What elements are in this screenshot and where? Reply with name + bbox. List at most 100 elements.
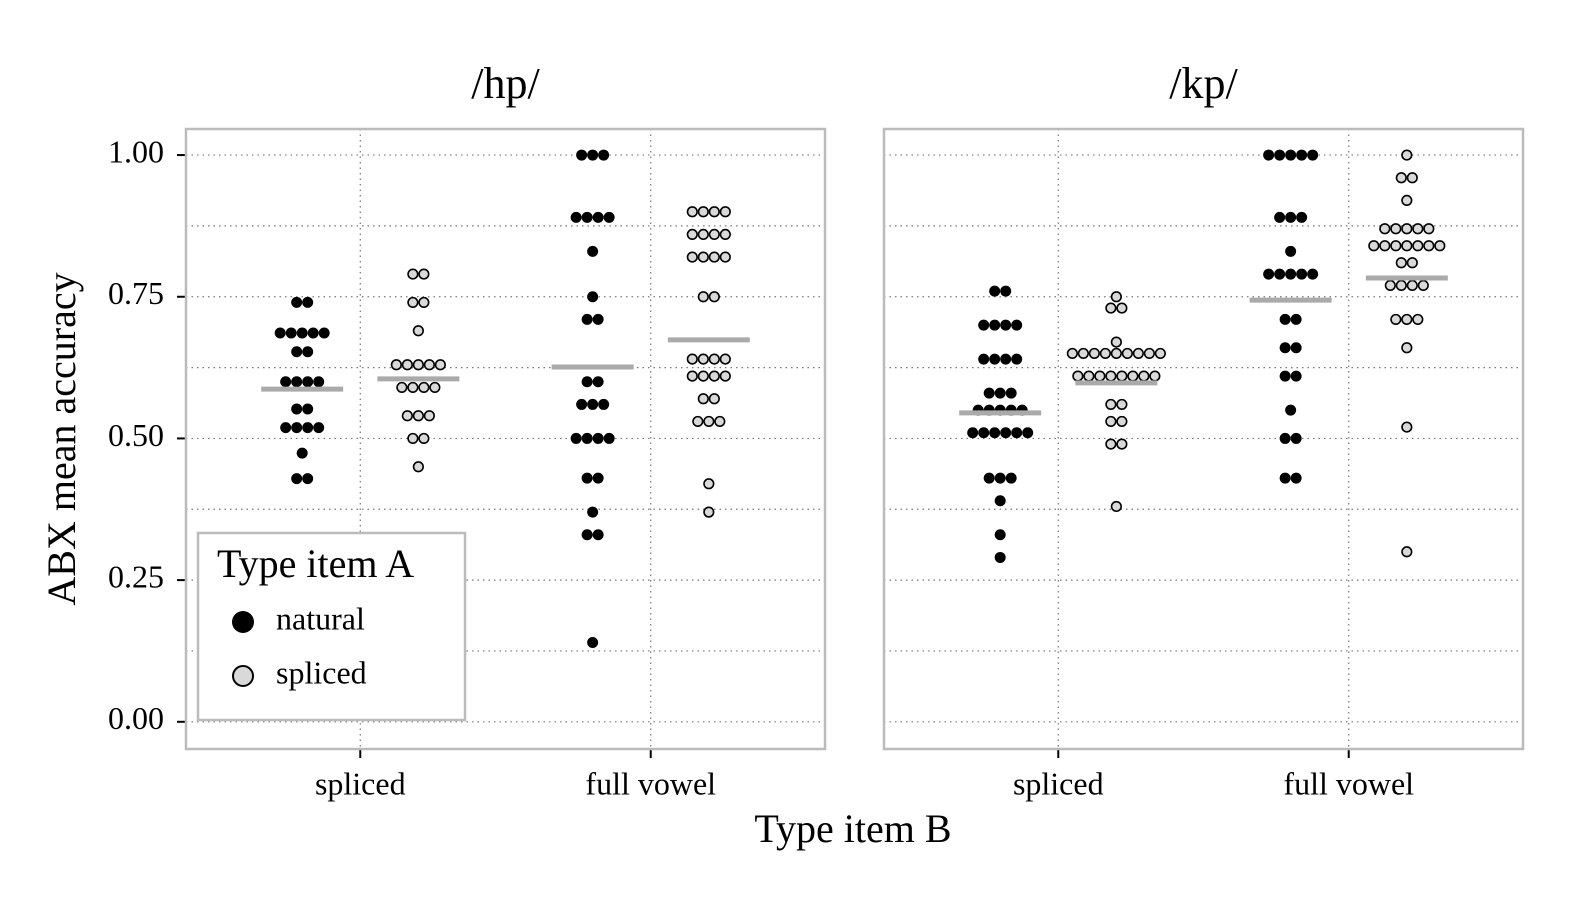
dot <box>1011 319 1023 331</box>
dot <box>407 381 419 394</box>
dot <box>603 211 615 223</box>
dot <box>1000 319 1012 331</box>
dot <box>407 432 419 445</box>
dot <box>719 228 731 241</box>
dot <box>686 353 698 365</box>
dot <box>1290 472 1302 484</box>
dot <box>1384 279 1396 292</box>
dot <box>587 398 599 410</box>
legend-symbol <box>232 665 254 687</box>
dot <box>697 206 709 218</box>
dot <box>302 403 314 415</box>
dot <box>313 422 325 434</box>
dot <box>291 346 303 358</box>
dot <box>412 325 424 337</box>
dot <box>1285 245 1297 257</box>
dot <box>1401 223 1413 235</box>
dot <box>708 353 720 365</box>
dot <box>592 432 604 444</box>
dot <box>592 211 604 223</box>
dot <box>1274 268 1286 280</box>
dot <box>302 346 314 358</box>
dot <box>1406 257 1418 269</box>
dot <box>1423 240 1435 252</box>
dot <box>291 403 303 415</box>
dot <box>1154 347 1166 360</box>
dot <box>1379 223 1391 235</box>
dot <box>1149 370 1161 382</box>
dot <box>1105 302 1117 314</box>
dot <box>302 376 314 388</box>
dot <box>719 370 731 382</box>
dot <box>697 393 709 405</box>
dot <box>581 313 593 325</box>
dot <box>978 427 990 439</box>
legend-title: Type item A <box>217 541 414 586</box>
dot <box>686 228 698 241</box>
dot <box>994 387 1006 399</box>
dot <box>1406 279 1418 292</box>
dot <box>581 529 593 541</box>
dot <box>1390 313 1402 326</box>
dot <box>983 472 995 484</box>
dot <box>1296 211 1308 223</box>
dot <box>1116 438 1128 450</box>
dot <box>1279 370 1291 382</box>
dot <box>697 353 709 365</box>
dot <box>412 410 424 422</box>
dot <box>1094 370 1106 382</box>
dot <box>697 251 709 263</box>
dot <box>1127 370 1139 382</box>
dot <box>708 251 720 263</box>
dot <box>708 393 720 405</box>
dot <box>708 228 720 241</box>
dot <box>697 291 709 303</box>
dot <box>390 359 402 371</box>
dot <box>423 359 435 371</box>
dot <box>434 359 446 371</box>
x-axis-label: Type item B <box>754 806 951 851</box>
dot <box>994 472 1006 484</box>
dot <box>1110 347 1122 360</box>
x-tick-label: full vowel <box>1283 765 1414 801</box>
dot <box>1011 427 1023 439</box>
y-tick-label: 0.50 <box>108 417 164 453</box>
dot <box>1412 240 1424 252</box>
dot <box>692 415 704 428</box>
dot <box>1401 546 1413 558</box>
dot <box>1132 347 1144 360</box>
dot <box>429 381 441 394</box>
panel-title: /kp/ <box>1169 59 1238 108</box>
dot <box>1395 172 1407 184</box>
dot <box>570 432 582 444</box>
y-tick-label: 0.25 <box>108 558 164 594</box>
dot <box>1077 347 1089 360</box>
dot <box>1401 421 1413 433</box>
dot <box>983 387 995 399</box>
dot <box>418 432 430 445</box>
dot <box>978 353 990 365</box>
dot <box>418 381 430 394</box>
dot <box>1099 347 1111 360</box>
dot <box>989 319 1001 331</box>
dot <box>291 296 303 308</box>
dot <box>1105 398 1117 411</box>
dot <box>1395 279 1407 292</box>
dot <box>598 149 610 161</box>
dot <box>307 327 319 339</box>
dot <box>581 376 593 388</box>
panel-border <box>184 127 827 751</box>
dot <box>686 251 698 263</box>
dot <box>703 415 715 428</box>
dot <box>587 636 599 648</box>
dot <box>989 353 1001 365</box>
dot <box>1279 472 1291 484</box>
dot <box>1290 370 1302 382</box>
dot <box>708 291 720 303</box>
dot <box>1368 240 1380 252</box>
dot <box>994 529 1006 541</box>
dot <box>994 495 1006 507</box>
panel-border <box>882 127 1525 751</box>
dot <box>1290 313 1302 325</box>
dot <box>1000 353 1012 365</box>
